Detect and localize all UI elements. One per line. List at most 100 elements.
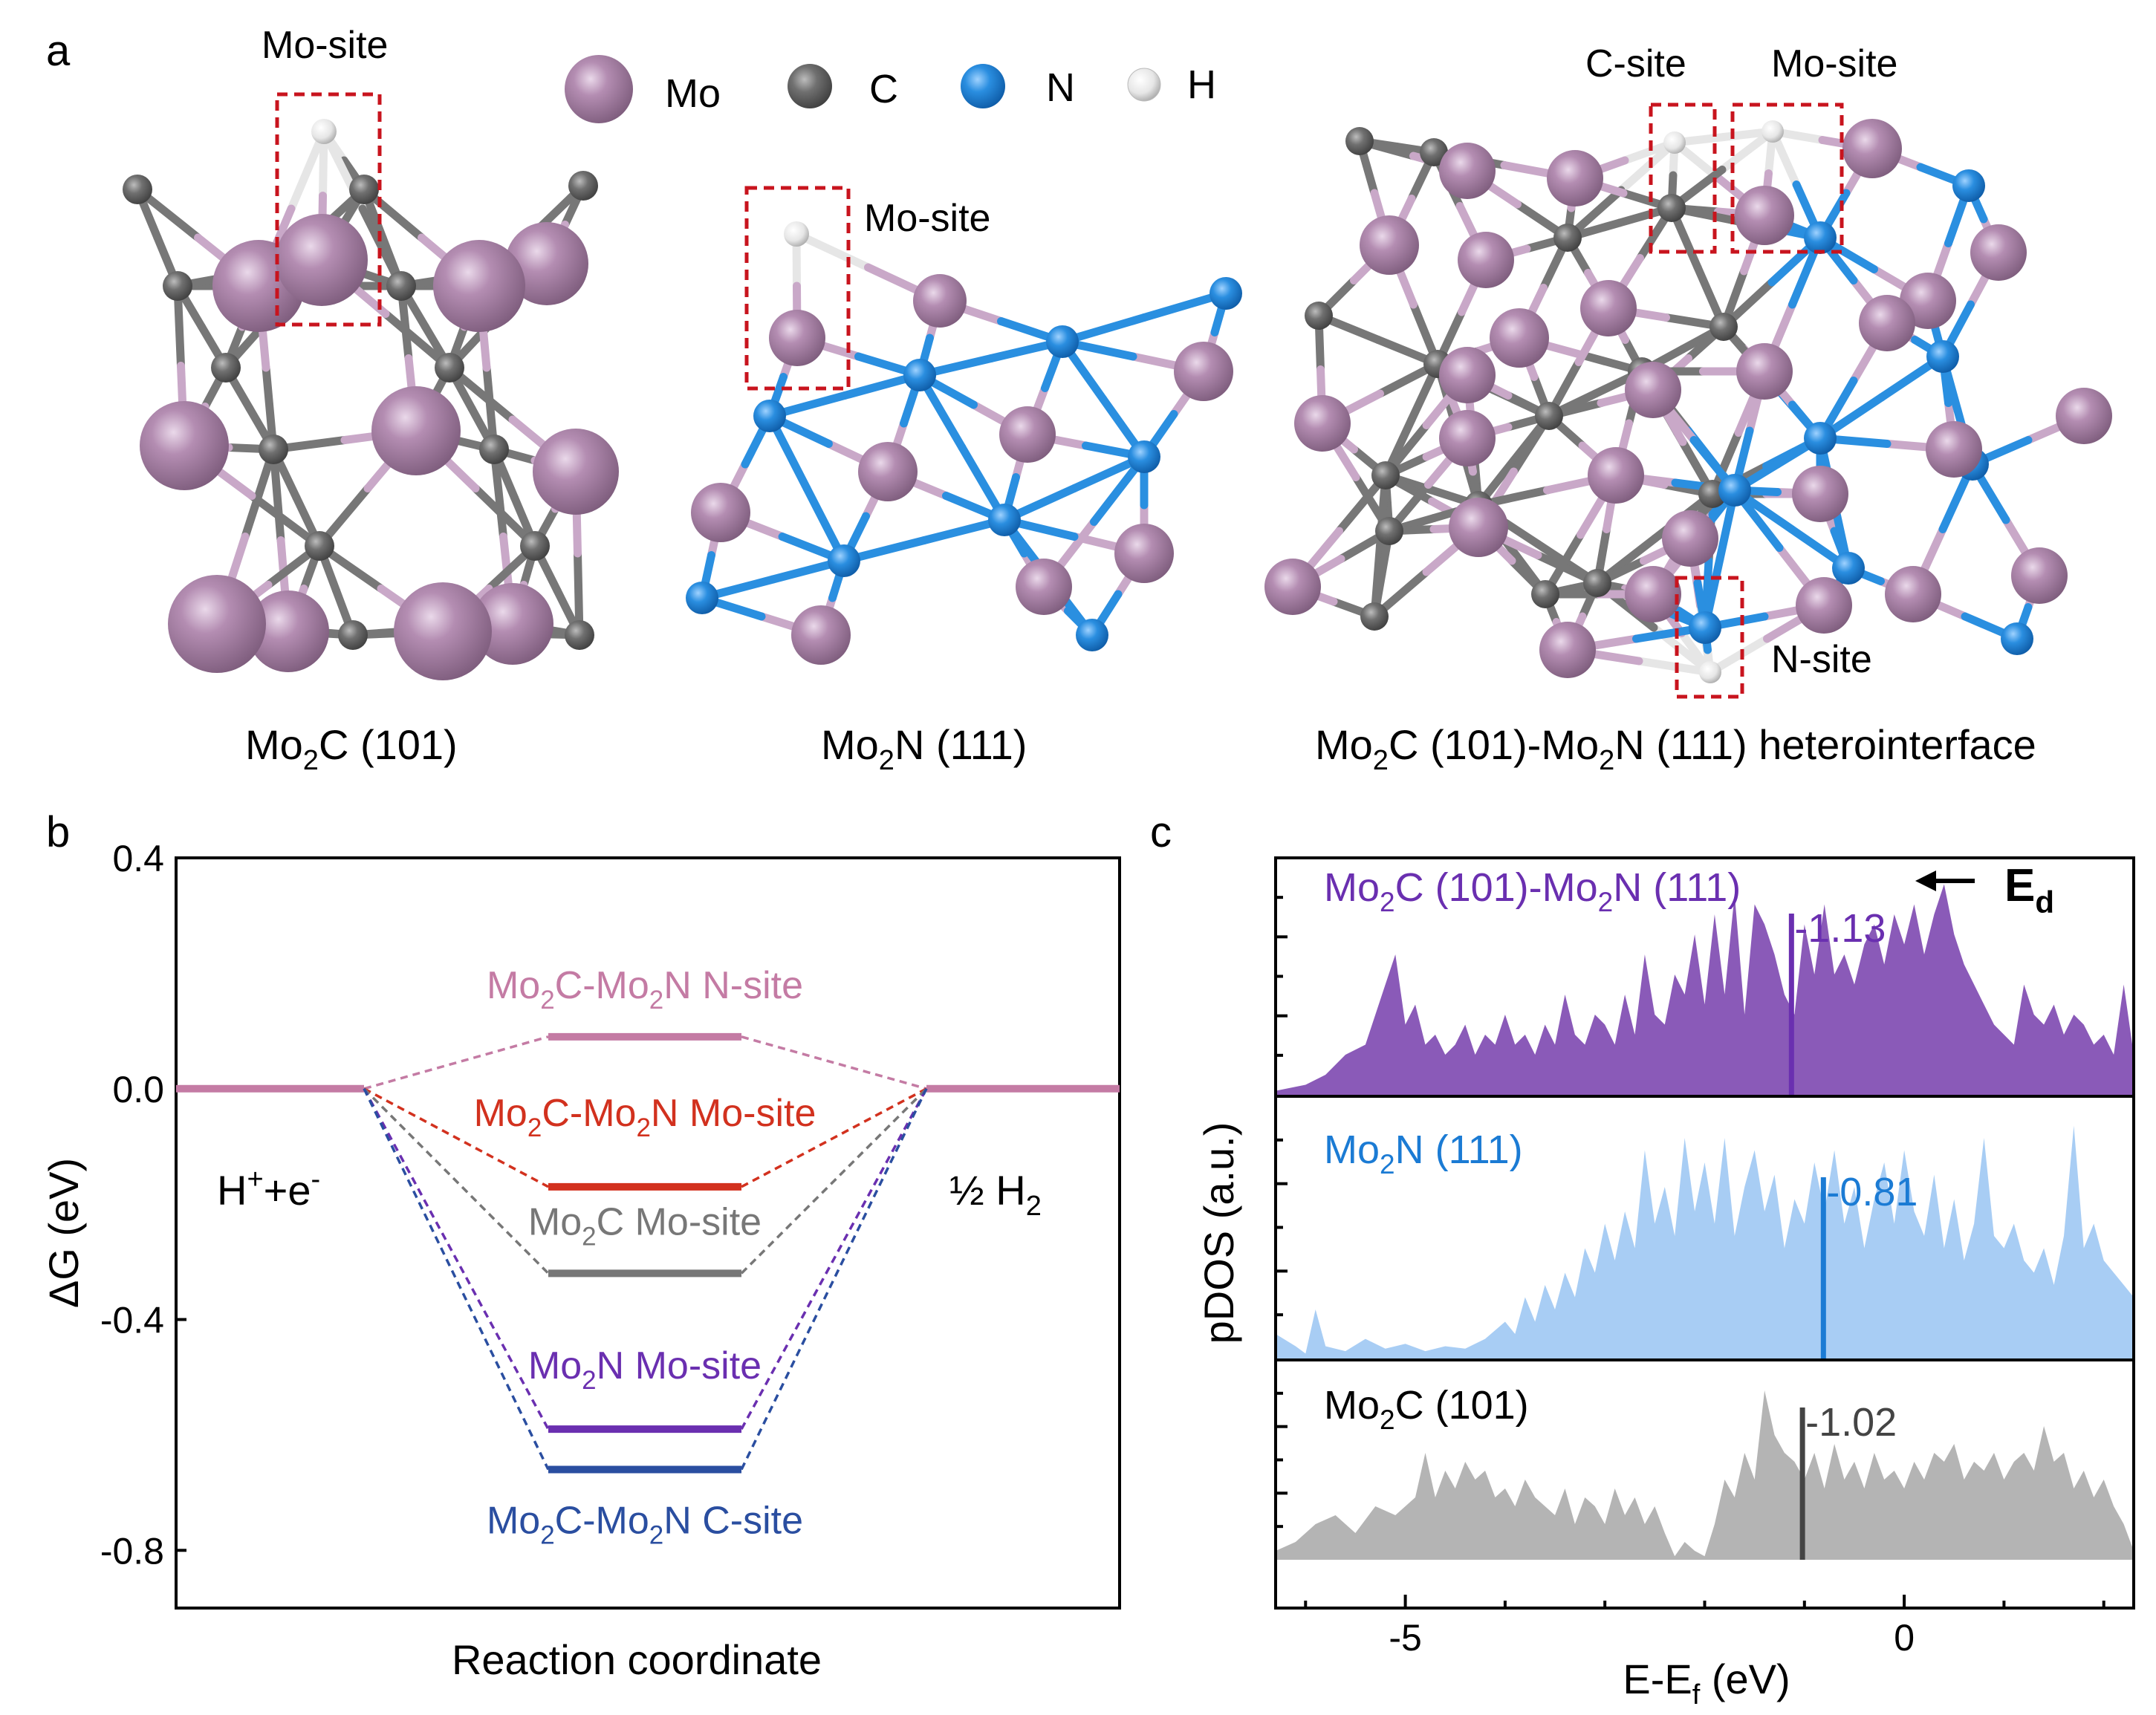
energy-level-label-part: C Mo-site [597,1200,762,1243]
panel-b-y-axis-label: ΔG (eV) [40,1158,87,1308]
c-atom [1657,194,1686,222]
caption-heterointerface: Mo2C (101)-Mo2N (111) heterointerface [1315,721,2036,776]
energy-level-label-part: 2 [582,1366,596,1395]
mo-atom [394,582,492,680]
bond [792,230,872,272]
h-atom [311,119,337,144]
n-atom [1926,340,1959,373]
mo-atom [1439,410,1496,466]
mo-atom [1662,510,1718,567]
mo2c-101-structure [123,119,619,680]
pdos-series-label-part: 2 [1380,1405,1395,1435]
energy-level-label-part: N C-site [663,1500,803,1543]
pdos-series-label-part: Mo [1324,1383,1380,1428]
x-tick-label: 0 [1894,1617,1915,1659]
energy-level-label-part: C-Mo [542,1092,636,1135]
final-state-part: ½ H [949,1167,1026,1214]
mo-atom [1842,119,1902,178]
energy-level-label-part: C-Mo [555,1500,649,1543]
mo-atom [1580,280,1637,336]
mo-atom-icon [565,55,633,123]
n-atom [1804,422,1837,455]
d-band-center-value: -0.81 [1826,1170,1918,1214]
legend-label-c: C [869,67,898,111]
d-band-center-value: -1.13 [1794,906,1886,951]
c-atom [1553,224,1582,252]
mo-atom [1539,622,1596,678]
connector-line [740,1088,928,1471]
hetero-c-site-label: C-site [1585,42,1686,85]
hetero-mo-site-label: Mo-site [1771,42,1897,85]
energy-level-label: Mo2C-Mo2N C-site [487,1500,803,1550]
atom-legend: Mo C N H [565,55,1216,123]
panel-b-x-axis-label: Reaction coordinate [452,1636,822,1683]
pdos-curves [1276,884,2134,1560]
mo-atom [2056,388,2112,444]
n-atom [988,504,1021,536]
caption-subscript: 2 [1599,745,1614,776]
mo2n-mo-site-label: Mo-site [864,197,990,240]
mo-atom [1439,347,1496,403]
mo-atom [691,483,750,542]
mo-atom [2011,547,2068,604]
mo-atom [1360,215,1419,275]
mo-atom [1970,224,2027,281]
energy-level-label-part: N Mo-site [597,1344,762,1387]
mo-atom [1174,342,1233,401]
mo-atom [1114,524,1174,583]
ed-annotation: Ed [1915,860,2054,920]
mo-atom [168,575,266,673]
connector-line [363,1087,550,1275]
connector-line [363,1087,549,1188]
pdos-series-label: Mo2C (101) [1324,1383,1529,1435]
h-atom [1762,120,1784,143]
initial-state-part: +e [264,1167,311,1214]
initial-state-sup: - [311,1164,321,1195]
panel-b-label: b [46,808,70,856]
c-atom [386,271,416,301]
legend-label-mo: Mo [665,71,721,116]
pdos-series-label-part: Mo [1324,1127,1380,1172]
caption-part: N (111) heterointerface [1614,721,2036,768]
n-atom [1076,619,1108,651]
c-atom [349,175,379,204]
connector-line [741,1035,927,1090]
mo-atom [1016,559,1072,615]
c-atom [1360,602,1389,631]
energy-levels [176,1032,1120,1474]
energy-level-label: Mo2C-Mo2N N-site [487,964,803,1015]
connector-line [363,1035,549,1090]
c-atom [565,620,594,650]
c-atom [1345,127,1374,155]
c-atom [1371,461,1400,489]
h-atom-icon [1127,68,1161,102]
connector-line [741,1087,927,1188]
bond [1617,138,1679,195]
mo-atom [533,429,619,515]
c-atom [1709,313,1738,341]
mo-atom [247,590,329,672]
c-atom [1420,138,1448,166]
c-atom [435,353,464,383]
pdos-area [1276,1125,2134,1358]
c-atom [305,531,334,561]
ed-label-part: E [2004,860,2035,911]
mo-atom [433,240,525,332]
panel-b-axes-frame [175,856,1121,1610]
y-tick-label: -0.4 [100,1300,164,1341]
n-atom [1952,169,1985,202]
n-atom [903,359,936,391]
mo-atom [1859,295,1915,351]
c-atom [1305,302,1333,330]
x-label-sub: f [1692,1679,1701,1711]
pdos-series-label: Mo2N (111) [1324,1127,1523,1179]
connector-line [363,1087,550,1430]
initial-state-label: H++e- [217,1164,320,1214]
energy-level-label-part: Mo [528,1200,582,1243]
bond [287,127,328,213]
pdos-series-label-part: C (101)-Mo [1395,865,1598,910]
mo-atom [1547,150,1603,206]
mo-atom [1439,143,1496,199]
